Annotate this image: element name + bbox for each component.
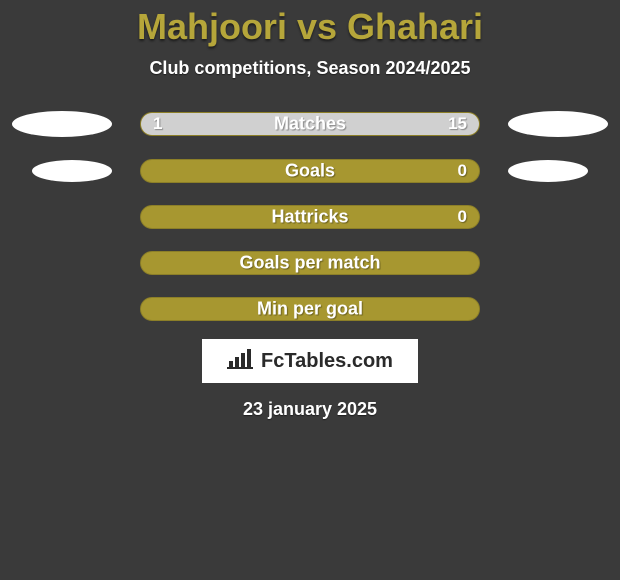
stat-label: Matches [274,114,346,135]
player1-flag [32,160,112,182]
stat-rows: 1 15 Matches 0 Goals 0 Hattricks Goals per matc… [0,111,620,321]
stat-row: Min per goal [0,297,620,321]
comparison-infographic: Mahjoori vs Ghahari Club competitions, S… [0,0,620,580]
brand-text: FcTables.com [261,350,393,373]
subtitle: Club competitions, Season 2024/2025 [0,58,620,79]
stat-bar: 1 15 Matches [140,112,480,136]
player1-name: Mahjoori [137,6,287,47]
stat-bar: 0 Goals [140,159,480,183]
date-text: 23 january 2025 [0,399,620,420]
stat-value-right: 15 [448,114,467,134]
player2-name: Ghahari [347,6,483,47]
page-title: Mahjoori vs Ghahari [0,0,620,48]
stat-value-left: 1 [153,114,162,134]
brand-badge: FcTables.com [202,339,418,383]
stat-bar: Goals per match [140,251,480,275]
stat-bar: 0 Hattricks [140,205,480,229]
stat-bar: Min per goal [140,297,480,321]
stat-value-right: 0 [458,161,467,181]
stat-value-right: 0 [458,207,467,227]
stat-label: Min per goal [257,299,363,320]
stat-label: Hattricks [271,207,348,228]
player2-flag [508,160,588,182]
bar-chart-icon [227,349,253,374]
stat-label: Goals [285,161,335,182]
stat-row: 0 Hattricks [0,205,620,229]
player2-flag [508,111,608,137]
stat-label: Goals per match [239,253,380,274]
stat-row: Goals per match [0,251,620,275]
stat-row: 0 Goals [0,159,620,183]
stat-row: 1 15 Matches [0,111,620,137]
player1-flag [12,111,112,137]
vs-text: vs [287,6,347,47]
